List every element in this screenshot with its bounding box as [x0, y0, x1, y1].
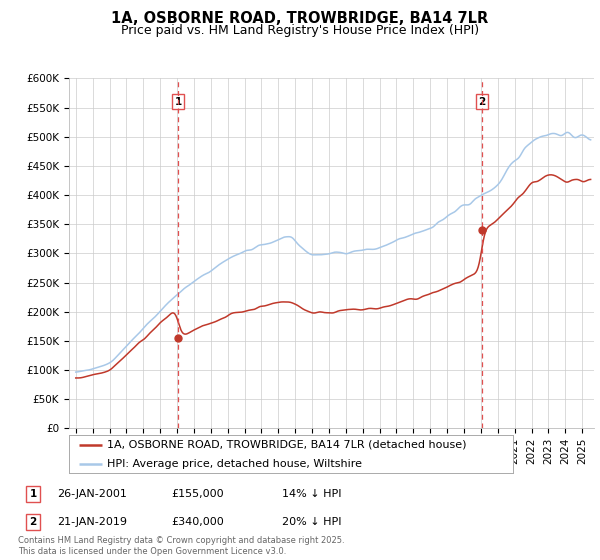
- Text: Price paid vs. HM Land Registry's House Price Index (HPI): Price paid vs. HM Land Registry's House …: [121, 24, 479, 37]
- Text: 1: 1: [29, 489, 37, 499]
- Text: 1: 1: [175, 97, 182, 107]
- Text: 2: 2: [478, 97, 486, 107]
- Text: £155,000: £155,000: [171, 489, 224, 499]
- Text: Contains HM Land Registry data © Crown copyright and database right 2025.
This d: Contains HM Land Registry data © Crown c…: [18, 536, 344, 556]
- Text: 1A, OSBORNE ROAD, TROWBRIDGE, BA14 7LR: 1A, OSBORNE ROAD, TROWBRIDGE, BA14 7LR: [112, 11, 488, 26]
- Text: 14% ↓ HPI: 14% ↓ HPI: [282, 489, 341, 499]
- Text: HPI: Average price, detached house, Wiltshire: HPI: Average price, detached house, Wilt…: [107, 459, 362, 469]
- Text: 26-JAN-2001: 26-JAN-2001: [57, 489, 127, 499]
- Text: 21-JAN-2019: 21-JAN-2019: [57, 517, 127, 527]
- Text: £340,000: £340,000: [171, 517, 224, 527]
- Text: 20% ↓ HPI: 20% ↓ HPI: [282, 517, 341, 527]
- Text: 2: 2: [29, 517, 37, 527]
- Text: 1A, OSBORNE ROAD, TROWBRIDGE, BA14 7LR (detached house): 1A, OSBORNE ROAD, TROWBRIDGE, BA14 7LR (…: [107, 440, 466, 450]
